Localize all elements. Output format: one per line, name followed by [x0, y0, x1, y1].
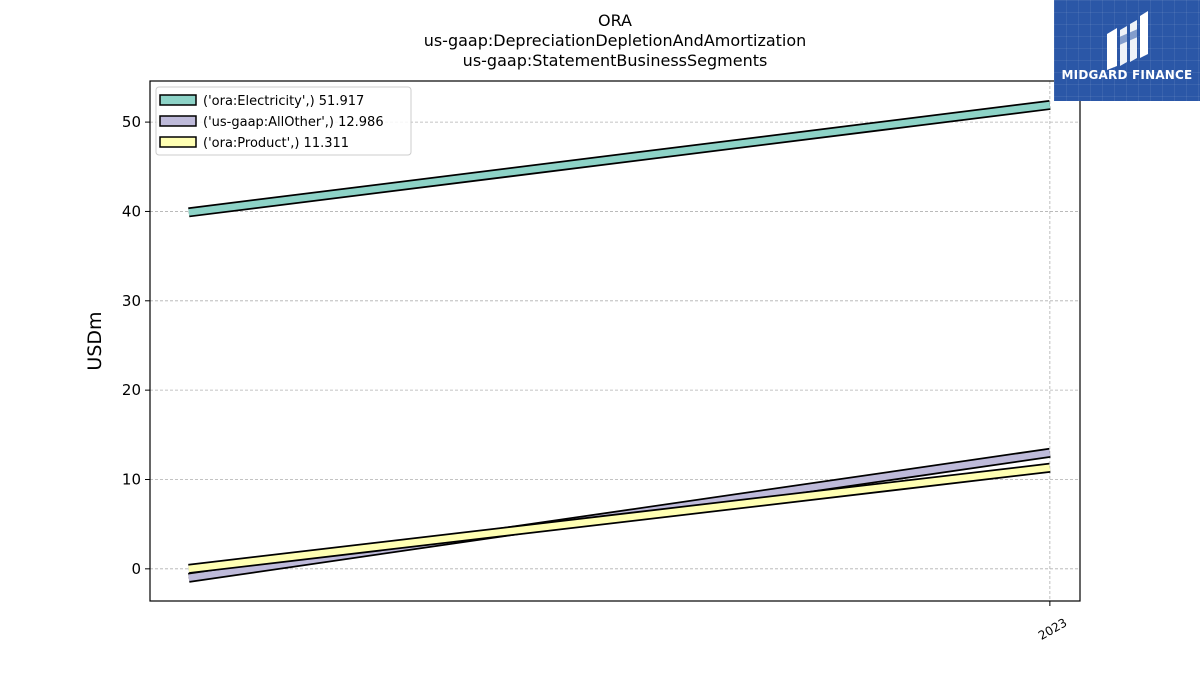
- legend-label-0: ('ora:Electricity',) 51.917: [203, 94, 364, 109]
- legend-swatch-0: [159, 94, 197, 106]
- plot-frame: [149, 80, 1081, 602]
- legend-box: [155, 86, 412, 156]
- chart-title-line-1: ORA: [597, 11, 632, 30]
- legend: ('ora:Electricity',) 51.917 ('us-gaap:All…: [155, 86, 412, 156]
- y-tick-label: 20: [122, 381, 141, 399]
- legend-swatch-2: [159, 136, 197, 148]
- chart-title: ORA us-gaap:DepreciationDepletionAndAmor…: [150, 11, 1080, 71]
- midgard-finance-logo-icon: [1107, 11, 1148, 70]
- series-line-0: [188, 101, 1051, 216]
- y-tick-label: 10: [122, 470, 141, 488]
- chart-title-line-2: us-gaap:DepreciationDepletionAndAmortiza…: [423, 31, 807, 50]
- x-tick-label: 2023: [1036, 615, 1069, 642]
- y-axis-label: USDm: [84, 311, 106, 370]
- logo-text: MIDGARD FINANCE: [1061, 68, 1193, 82]
- y-tick-label: 50: [122, 113, 141, 131]
- chart-title-line-3: us-gaap:StatementBusinessSegments: [462, 51, 768, 70]
- y-tick-label: 40: [122, 202, 141, 220]
- series-line-2: [188, 464, 1051, 573]
- y-tick-label: 30: [122, 292, 141, 310]
- midgard-finance-logo: MIDGARD FINANCE: [1054, 0, 1200, 101]
- legend-swatch-1: [159, 115, 197, 127]
- legend-label-2: ('ora:Product',) 11.311: [203, 136, 349, 151]
- legend-label-1: ('us-gaap:AllOther',) 12.986: [203, 115, 384, 130]
- y-tick-label: 0: [131, 560, 141, 578]
